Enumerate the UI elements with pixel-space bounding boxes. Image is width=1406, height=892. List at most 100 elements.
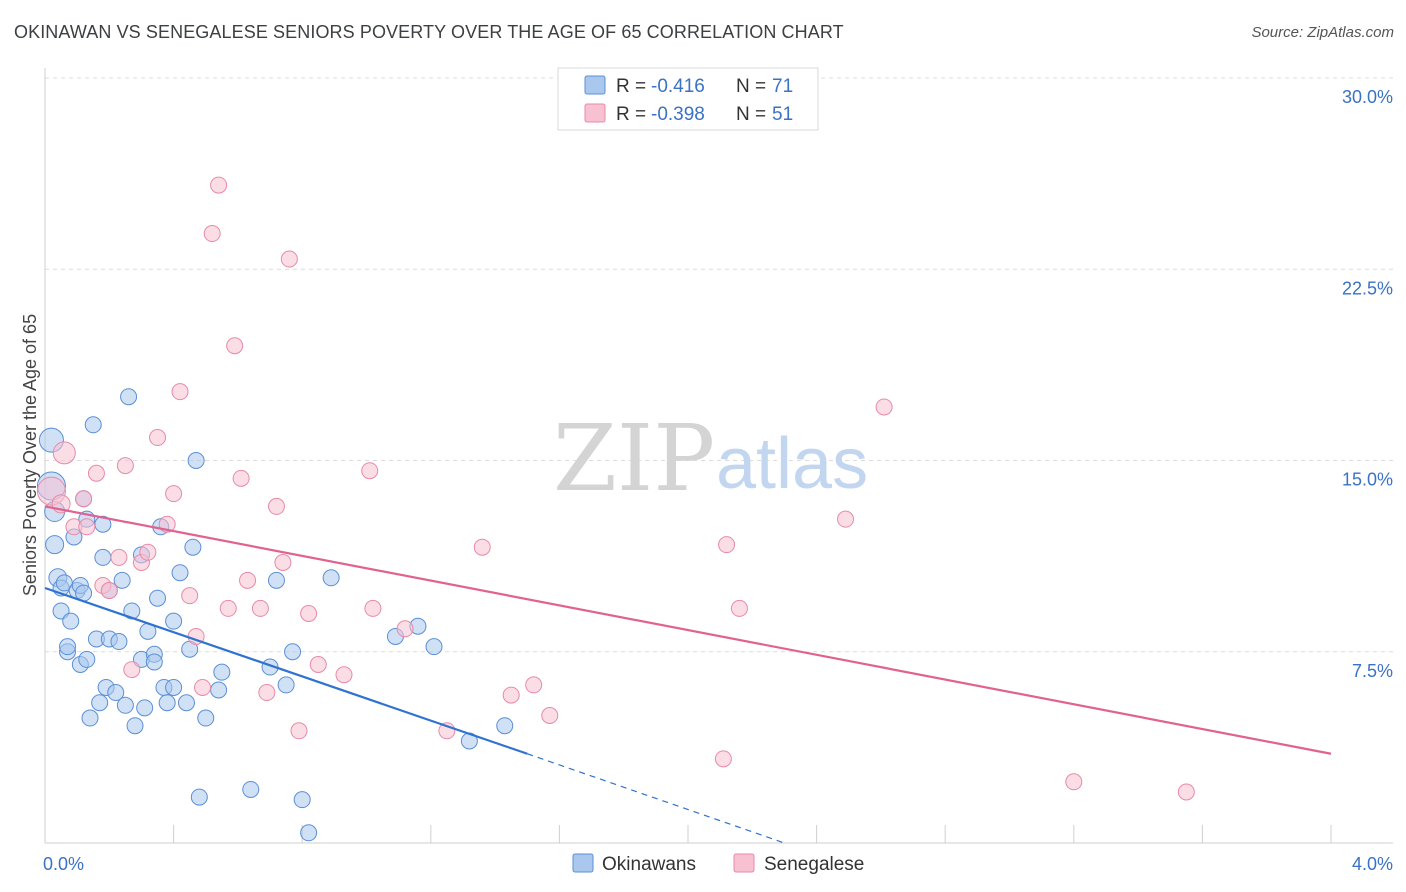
x-tick-label-0: 0.0% [43,854,84,874]
okinawan-point-66 [425,638,443,656]
gridlines [45,77,1393,653]
okinawan-point-31 [116,696,134,714]
okinawan-point-19 [81,709,99,727]
okinawan-point-29 [110,633,128,651]
senegalese-point-10 [116,457,134,475]
senegalese-point-50 [1177,783,1195,801]
senegalese-point-25 [232,469,250,487]
okinawan-point-50 [184,538,202,556]
okinawan-point-60 [284,643,302,661]
senegalese-point-46 [730,599,748,617]
okinawan-point-48 [177,694,195,712]
senegalese-point-41 [502,686,520,704]
source-credit: Source: ZipAtlas.com [1251,24,1394,41]
senegalese-point-5 [78,518,96,536]
senegalese-point-45 [718,536,736,554]
okinawan-point-58 [267,571,285,589]
okinawan-point-46 [165,678,183,696]
senegalese-point-43 [541,707,559,724]
senegalese-r-label: R = [616,104,646,125]
okinawans-n-label: N = [736,76,766,97]
okinawans-r-label: R = [616,76,646,97]
senegalese-point-23 [219,599,237,617]
y-axis-label: Seniors Poverty Over the Age of 65 [20,314,40,596]
stats-legend: R = -0.416 N = 71 R = -0.398 N = 51 [557,67,819,131]
okinawan-point-44 [158,694,176,712]
watermark-zip: ZIP [553,405,715,512]
okinawan-point-56 [242,780,260,798]
senegalese-point-24 [226,337,244,355]
okinawans-swatch [584,75,606,95]
okinawan-point-34 [126,717,144,735]
watermark: ZIP atlas [553,405,868,512]
senegalese-point-22 [210,176,228,194]
okinawan-point-55 [213,663,231,681]
senegalese-point-2 [52,441,76,465]
senegalese-point-26 [239,571,257,589]
okinawan-point-63 [322,569,340,587]
okinawan-point-10 [62,612,80,630]
legend-senegalese-label: Senegalese [764,854,864,875]
okinawan-point-9 [59,638,77,656]
senegalese-point-20 [194,678,212,696]
x-tick-labels: 0.0% 4.0% [43,854,1393,874]
senegalese-point-9 [110,548,128,566]
senegalese-point-33 [300,605,318,622]
okinawan-point-61 [293,791,311,809]
okinawan-point-23 [94,548,112,566]
senegalese-point-37 [364,599,382,617]
senegalese-point-32 [290,722,308,740]
senegalese-point-42 [525,676,543,694]
okinawans-trend-extension [527,753,785,844]
okinawan-point-37 [136,699,154,717]
okinawan-point-51 [187,452,205,469]
senegalese-point-6 [87,464,105,482]
senegalese-point-27 [251,599,269,617]
okinawan-point-40 [145,653,163,671]
trend-lines [44,505,1332,844]
legend-okinawans-label: Okinawans [602,854,696,875]
chart-title: OKINAWAN VS SENEGALESE SENIORS POVERTY O… [14,22,844,42]
watermark-atlas: atlas [716,424,868,504]
okinawan-point-20 [84,416,102,434]
senegalese-point-49 [1065,773,1083,791]
legend-okinawans-swatch [572,853,594,873]
senegalese-point-38 [396,620,414,638]
okinawan-point-54 [210,681,228,699]
okinawans-points [36,388,514,842]
okinawan-point-3 [45,535,65,555]
legend-senegalese-swatch [733,853,755,873]
senegalese-r-value: -0.398 [651,104,705,125]
okinawan-point-68 [496,717,514,735]
senegalese-point-31 [280,250,298,268]
okinawan-point-45 [165,612,183,630]
okinawans-n-value: 71 [772,76,793,97]
senegalese-point-17 [171,383,189,401]
okinawans-trend-line [44,586,528,755]
senegalese-point-34 [309,656,327,673]
okinawan-point-52 [190,788,208,806]
senegalese-point-18 [181,587,199,605]
okinawan-point-62 [300,824,318,842]
senegalese-point-36 [361,462,379,480]
series-legend: Okinawans Senegalese [572,853,864,875]
y-tick-label-0: 7.5% [1352,661,1393,681]
okinawan-point-30 [113,571,131,589]
senegalese-trend-line [44,505,1332,755]
senegalese-swatch [584,103,606,123]
okinawan-point-59 [277,676,295,694]
senegalese-n-label: N = [736,104,766,125]
senegalese-point-44 [714,750,732,768]
okinawans-r-value: -0.416 [651,76,705,97]
senegalese-point-29 [267,497,285,515]
senegalese-n-value: 51 [772,104,793,125]
senegalese-point-21 [203,225,221,243]
okinawan-point-28 [107,684,125,702]
senegalese-point-28 [258,684,276,702]
senegalese-point-40 [473,538,491,556]
okinawan-point-17 [78,650,96,668]
senegalese-point-11 [123,661,141,679]
y-tick-label-2: 22.5% [1342,278,1393,298]
y-tick-labels: 7.5% 15.0% 22.5% 30.0% [1342,87,1393,681]
